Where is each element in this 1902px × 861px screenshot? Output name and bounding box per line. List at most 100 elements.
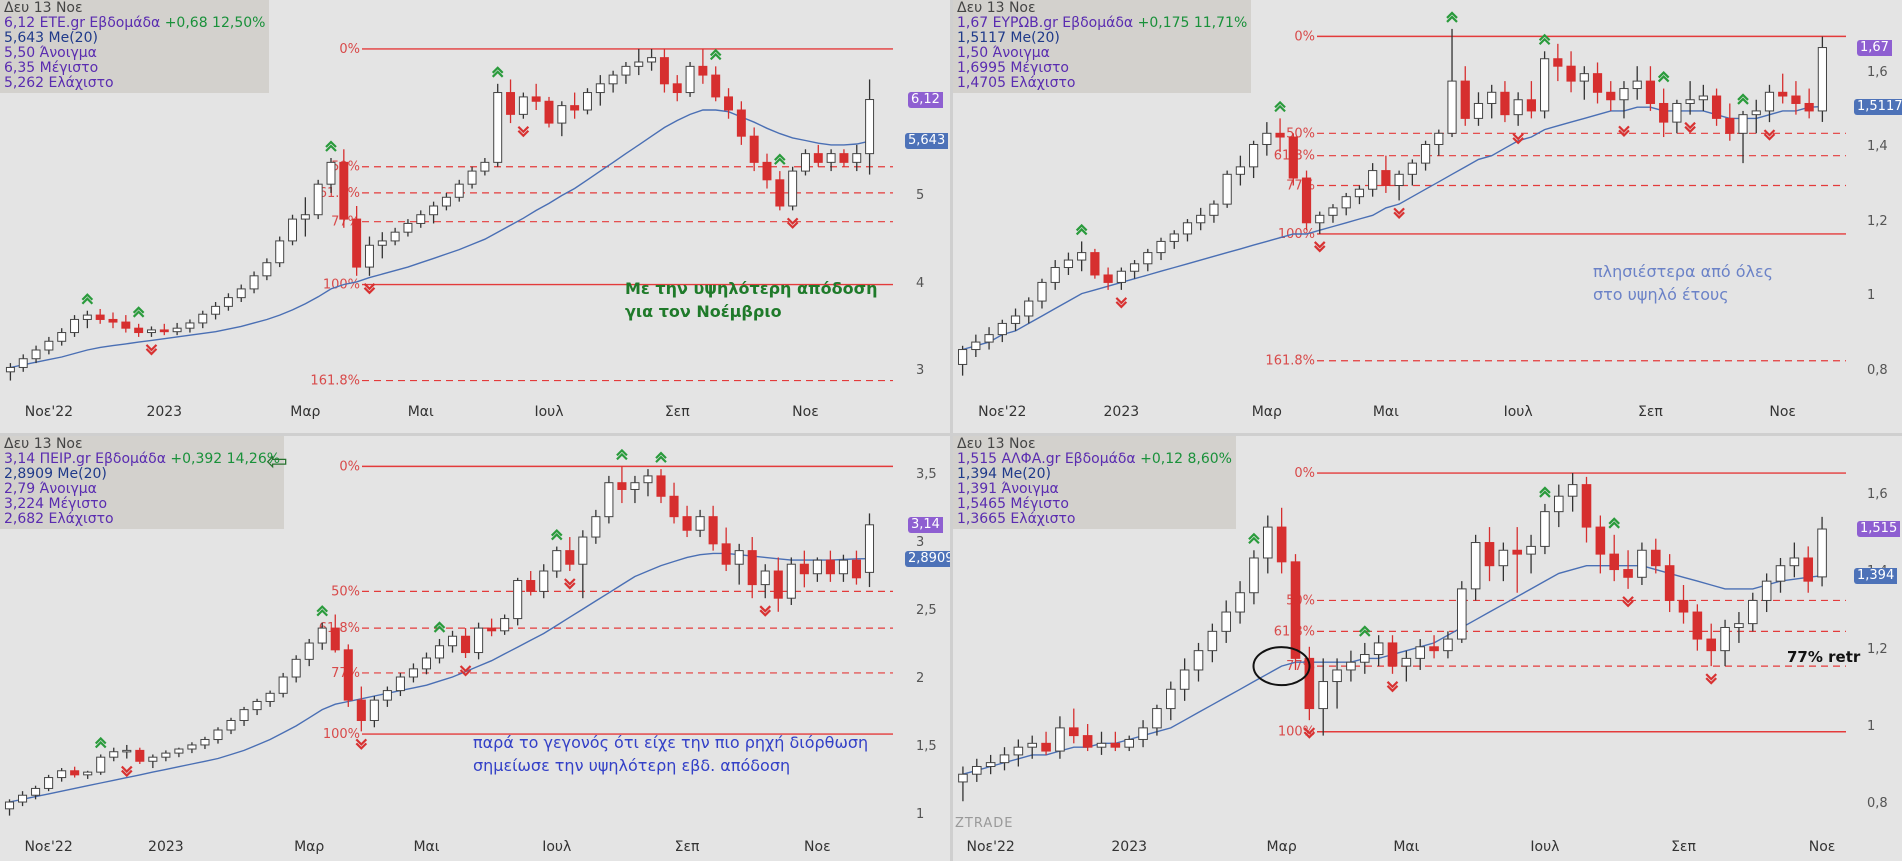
candle-body <box>198 313 208 324</box>
candle-body <box>1096 742 1107 748</box>
candle-body <box>122 749 132 753</box>
annotation-text: παρά το γεγονός ότι είχε την πιο ρηχή δι… <box>473 731 868 777</box>
annotation-line-1: 77% retr <box>1787 648 1861 666</box>
info-ma: 5,643 Me(20) <box>4 30 98 46</box>
fib-level-label: 161.8% <box>310 374 360 389</box>
chart-panel-eurob[interactable]: 0%50%61.8%77%100%161.8% Δευ 13 Νοε 1,67 … <box>953 0 1902 433</box>
candle-body <box>1420 143 1431 164</box>
candle-body <box>608 74 618 85</box>
candle-body <box>185 322 195 329</box>
candle-body <box>1262 526 1273 559</box>
candle-body <box>1290 561 1301 659</box>
candle-body <box>1116 270 1126 283</box>
chart-panel-ete[interactable]: 0%50%61.8%77%100%161.8% Δευ 13 Νοε 6,12 … <box>0 0 950 433</box>
candle-body <box>1110 742 1121 748</box>
candle-body <box>1010 315 1021 324</box>
candle-body <box>518 96 528 115</box>
chart-svg-eurob: 0%50%61.8%77%100%161.8% <box>958 11 1846 376</box>
candle-body <box>672 83 682 94</box>
up-signal-icon <box>81 293 94 305</box>
candle-body <box>1275 132 1285 138</box>
candle-body <box>441 196 451 207</box>
candle-body <box>1473 102 1484 119</box>
candle-body <box>57 332 67 342</box>
candle-body <box>1182 222 1193 235</box>
candle-body <box>531 96 541 102</box>
candle-body <box>749 135 759 163</box>
candle-body <box>467 170 477 185</box>
candle-body <box>44 340 54 351</box>
down-signal-icon <box>1512 133 1524 145</box>
candle-body <box>1341 196 1351 209</box>
watermark-logo: ZTRADE <box>955 816 1014 831</box>
info-ma: 1,5117 Me(20) <box>957 30 1060 46</box>
candle-body <box>1803 557 1814 582</box>
candle-body <box>1484 542 1495 567</box>
candle-body <box>1415 646 1426 659</box>
arrow-left-icon: ⇦ <box>266 447 288 477</box>
candle-body <box>721 543 731 565</box>
candle-body <box>570 105 580 111</box>
annotation-line-1: παρά το γεγονός ότι είχε την πιο ρηχή δι… <box>473 733 869 752</box>
candle-body <box>557 105 567 124</box>
candle-body <box>493 92 503 163</box>
candle-body <box>647 57 657 63</box>
candle-body <box>4 801 15 810</box>
candle-body <box>1553 58 1563 67</box>
x-tick-label: Μαι <box>1393 839 1420 855</box>
info-high: 6,35 Μέγιστο <box>4 60 99 76</box>
candle-body <box>159 329 169 333</box>
candle-body <box>83 771 93 776</box>
x-tick-label: Σεπ <box>1671 839 1696 855</box>
candle-body <box>249 275 259 290</box>
candle-body <box>95 314 105 320</box>
candle-body <box>1090 252 1100 276</box>
y-tick-label: 0,8 <box>1867 796 1888 812</box>
candle-body <box>161 752 171 758</box>
x-tick-label: Ιουλ <box>1503 404 1533 420</box>
down-signal-icon <box>1386 681 1399 693</box>
candle-body <box>1315 214 1325 224</box>
candle-body <box>1685 99 1695 104</box>
candle-body <box>734 550 744 565</box>
x-tick-label: Ιουλ <box>534 404 564 420</box>
candle-body <box>1567 484 1578 497</box>
info-change: +0,175 11,71% <box>1137 15 1248 31</box>
x-tick-label: Νοε'22 <box>966 839 1015 855</box>
candle-body <box>421 657 432 670</box>
up-signal-icon <box>1539 486 1551 498</box>
candle-body <box>1373 642 1384 656</box>
chart-svg-peir: 0%50%61.8%77%100% <box>4 448 893 816</box>
y-tick-label: 3,5 <box>916 466 937 482</box>
chart-panel-peir[interactable]: 0%50%61.8%77%100% Δευ 13 Νοε 3,14 ΠΕΙΡ.g… <box>0 436 950 861</box>
candle-body <box>1513 99 1523 116</box>
candle-body <box>70 318 80 334</box>
candle-body <box>262 262 272 277</box>
annotation-text: Με την υψηλότερη απόδοση για τον Νοέμβρι… <box>625 277 878 323</box>
info-date: Δευ 13 Νοε <box>4 0 83 16</box>
candle-body <box>364 244 374 268</box>
candle-body <box>565 550 575 565</box>
down-signal-icon <box>363 283 376 295</box>
up-signal-icon <box>325 140 337 152</box>
fib-level-label: 0% <box>1294 466 1315 481</box>
down-signal-icon <box>1313 241 1326 253</box>
y-tick-label: 1 <box>916 806 925 822</box>
candle-body <box>480 161 490 172</box>
candle-body <box>1037 281 1047 302</box>
candle-body <box>799 563 809 575</box>
annotation-line-2: σημείωσε την υψηλότερη εβδ. απόδοση <box>473 756 791 775</box>
candle-body <box>773 570 783 599</box>
info-box: Δευ 13 Νοε 3,14 ΠΕΙΡ.gr Εβδομάδα +0,392 … <box>0 436 285 529</box>
candle-body <box>958 773 968 783</box>
candle-body <box>1623 569 1633 578</box>
candle-body <box>134 327 144 334</box>
x-tick-label: Σεπ <box>664 404 690 420</box>
y-tick-label: 1 <box>1867 288 1876 304</box>
chart-panel-alpha[interactable]: 0%50%61.8%77%100% Δευ 13 Νοε 1,515 ΑΛΦΑ.… <box>953 436 1902 861</box>
candle-body <box>985 762 996 767</box>
candle-body <box>1077 252 1087 261</box>
up-signal-icon <box>1274 100 1286 113</box>
candle-body <box>1354 188 1365 198</box>
candle-body <box>96 756 106 773</box>
